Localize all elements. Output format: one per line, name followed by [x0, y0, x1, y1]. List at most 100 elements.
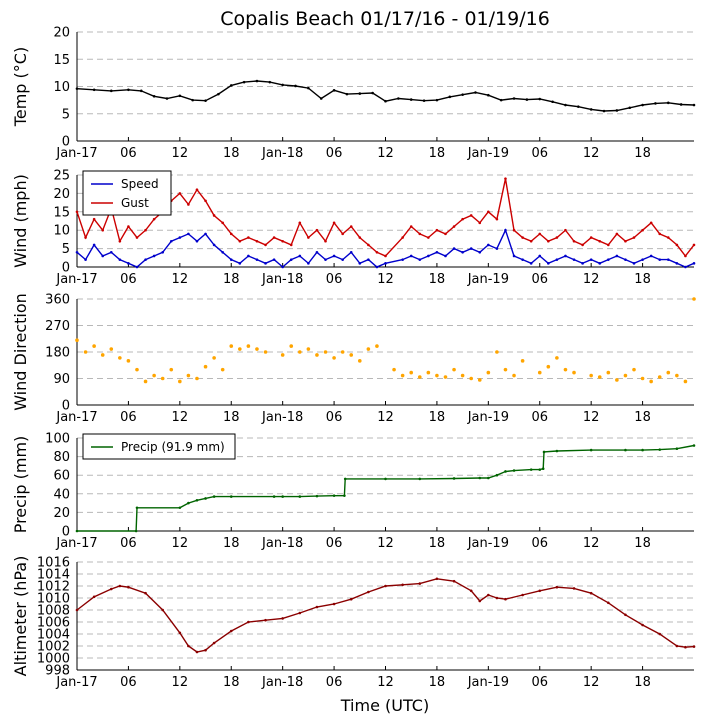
wind-data-point: [135, 265, 139, 269]
wind-data-point: [349, 250, 353, 254]
altimeter-data-point: [675, 644, 679, 648]
temp-data-point: [127, 88, 130, 92]
wdir-data-point: [572, 370, 576, 375]
temp-data-point: [628, 106, 632, 110]
altimeter-x-tick-label: Jan-19: [467, 675, 509, 690]
wind-data-point: [75, 250, 79, 254]
precip-data-point: [343, 477, 347, 481]
wind-data-point: [521, 258, 524, 261]
wind-data-point: [169, 239, 173, 243]
wind-data-point: [641, 228, 644, 232]
altimeter-data-point: [264, 618, 267, 622]
wdir-data-point: [220, 367, 225, 372]
wind-data-point: [632, 236, 636, 239]
temp-data-point: [666, 101, 670, 105]
wdir-x-tick-label: 06: [531, 410, 548, 425]
wind-data-point: [589, 236, 593, 239]
wind-data-point: [358, 262, 362, 265]
altimeter-x-tick-label: 06: [531, 675, 548, 690]
wdir-x-tick-label: Jan-19: [467, 410, 509, 425]
altimeter-y-axis-label: Altimeter (hPa): [11, 556, 30, 677]
wind-data-point: [332, 221, 336, 225]
wind-data-point: [598, 262, 602, 265]
altimeter-data-point: [332, 602, 336, 606]
wind-data-point: [341, 232, 344, 236]
wind-data-point: [409, 225, 413, 228]
wind-data-point: [589, 258, 593, 261]
wdir-data-point: [589, 373, 593, 378]
wind-data-point: [504, 177, 507, 180]
altimeter-data-point: [495, 596, 499, 600]
altimeter-data-point: [229, 629, 233, 633]
wind-data-point: [281, 265, 284, 269]
wind-legend-box: [82, 170, 172, 216]
precip-x-tick-label: 12: [583, 536, 600, 551]
altimeter-data-point: [178, 631, 182, 635]
precip-data-point: [495, 473, 499, 477]
wind-legend-label: Speed: [121, 177, 159, 191]
wind-data-point: [195, 188, 199, 192]
temp-data-point: [255, 79, 259, 83]
wdir-data-point: [280, 353, 285, 357]
wind-data-point: [692, 262, 696, 265]
wdir-data-point: [109, 347, 114, 351]
wind-data-point: [435, 228, 439, 232]
temp-data-point: [487, 93, 490, 97]
wdir-data-point: [195, 376, 199, 381]
wind-data-point: [92, 243, 96, 247]
wdir-data-point: [349, 353, 354, 357]
altimeter-y-tick-label: 998: [45, 664, 70, 679]
altimeter-x-tick-label: 06: [326, 675, 343, 690]
precip-data-point: [487, 476, 490, 480]
wind-data-point: [264, 243, 267, 247]
wind-data-point: [307, 236, 310, 239]
wdir-data-point: [375, 344, 379, 348]
altimeter-y-tick-label: 1012: [37, 580, 70, 595]
wdir-data-point: [92, 344, 96, 348]
precip-data-point: [675, 447, 679, 450]
wdir-data-point: [409, 370, 414, 375]
wdir-data-point: [118, 356, 122, 360]
wind-data-point: [289, 258, 293, 261]
precip-y-tick-label: 20: [53, 506, 70, 521]
wind-data-point: [118, 258, 122, 261]
temp-data-point: [217, 92, 220, 96]
wind-data-point: [409, 254, 413, 258]
wind-data-point: [504, 228, 507, 232]
temp-x-tick-label: 18: [223, 146, 240, 161]
wind-data-point: [349, 225, 353, 228]
wind-data-point: [178, 236, 182, 239]
wdir-data-point: [495, 350, 499, 354]
wdir-x-tick-label: 12: [583, 410, 600, 425]
wdir-data-point: [246, 344, 251, 348]
wind-x-tick-label: 06: [120, 272, 137, 287]
wdir-data-point: [417, 375, 422, 379]
altimeter-data-point: [572, 587, 576, 590]
altimeter-data-point: [521, 593, 524, 597]
wind-data-point: [538, 254, 542, 258]
wind-data-point: [564, 254, 567, 258]
altimeter-data-point: [478, 599, 482, 603]
wind-data-point: [315, 250, 319, 254]
wind-data-point: [272, 258, 276, 261]
precip-data-point: [641, 448, 644, 452]
wind-x-tick-label: 18: [223, 272, 240, 287]
wind-data-point: [495, 217, 499, 221]
wdir-data-point: [186, 373, 191, 378]
precip-data-point: [212, 495, 216, 498]
wind-data-point: [418, 258, 422, 261]
wdir-x-tick-label: 18: [429, 410, 446, 425]
wind-data-point: [264, 262, 267, 265]
precip-data-point: [452, 477, 456, 480]
altimeter-data-point: [144, 591, 147, 595]
precip-x-tick-label: Jan-18: [261, 536, 303, 551]
wdir-data-point: [126, 359, 131, 363]
wind-data-point: [109, 250, 113, 254]
wdir-data-point: [623, 373, 628, 378]
wdir-data-point: [306, 347, 311, 351]
wind-data-point: [384, 254, 387, 258]
temp-data-point: [109, 89, 113, 93]
precip-data-point: [229, 495, 233, 498]
wind-data-point: [101, 254, 105, 258]
